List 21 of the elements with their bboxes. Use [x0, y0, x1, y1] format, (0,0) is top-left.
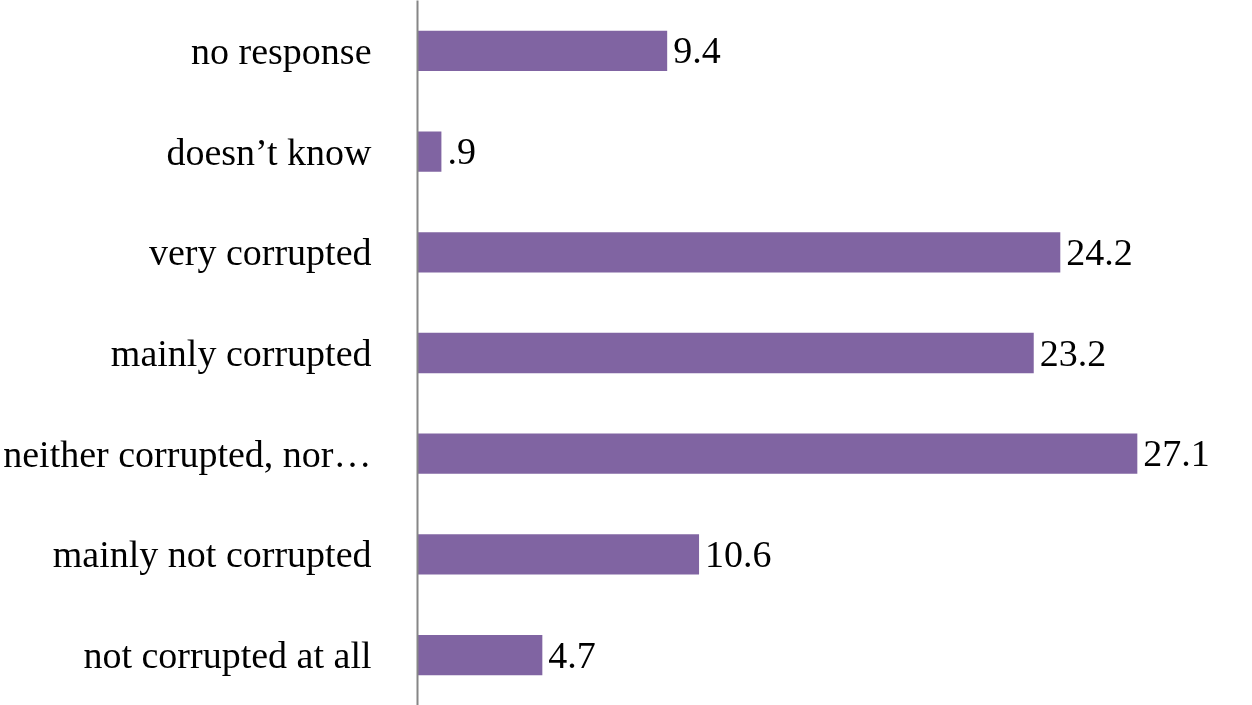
y-tick-label: very corrupted — [148, 231, 372, 274]
data-label: 10.6 — [705, 532, 772, 575]
bar — [417, 534, 700, 575]
y-tick-label: neither corrupted, nor… — [3, 432, 372, 475]
y-tick-label: mainly not corrupted — [52, 533, 372, 576]
data-label: 9.4 — [673, 29, 721, 72]
y-tick-label: doesn’t know — [166, 130, 373, 173]
bar — [417, 433, 1138, 474]
data-label: .9 — [447, 130, 476, 173]
bar — [417, 30, 668, 71]
y-tick-label: mainly corrupted — [110, 332, 372, 374]
bar — [417, 332, 1034, 374]
bar — [417, 131, 442, 172]
data-label: 24.2 — [1066, 230, 1133, 273]
bar — [417, 232, 1061, 273]
data-label: 23.2 — [1039, 331, 1107, 374]
y-tick-label: not corrupted at all — [83, 634, 372, 677]
data-label: 4.7 — [548, 633, 596, 676]
data-label: 27.1 — [1143, 432, 1210, 475]
bar — [417, 635, 543, 676]
y-tick-label: no response — [191, 29, 372, 72]
